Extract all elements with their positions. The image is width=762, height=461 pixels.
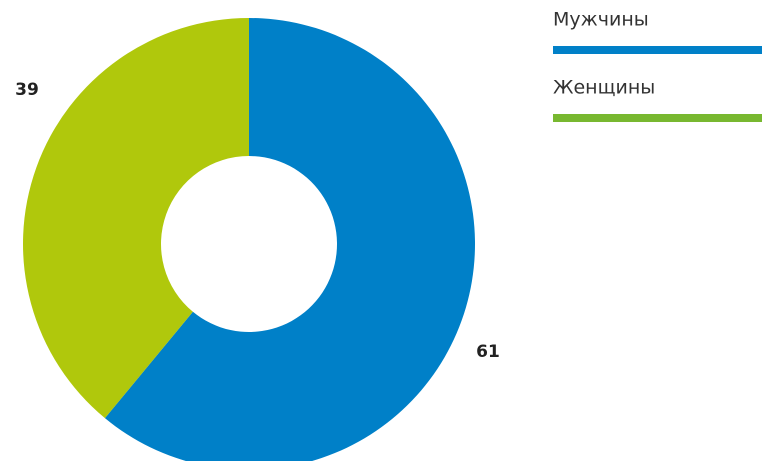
value-label: 61 — [476, 342, 500, 362]
legend-label: Женщины — [553, 77, 655, 99]
value-label: 39 — [15, 80, 39, 100]
legend-label: Мужчины — [553, 9, 649, 31]
donut-slice — [104, 18, 475, 461]
donut-slice — [23, 18, 250, 419]
legend-swatch — [553, 46, 762, 54]
legend-swatch — [553, 114, 762, 122]
